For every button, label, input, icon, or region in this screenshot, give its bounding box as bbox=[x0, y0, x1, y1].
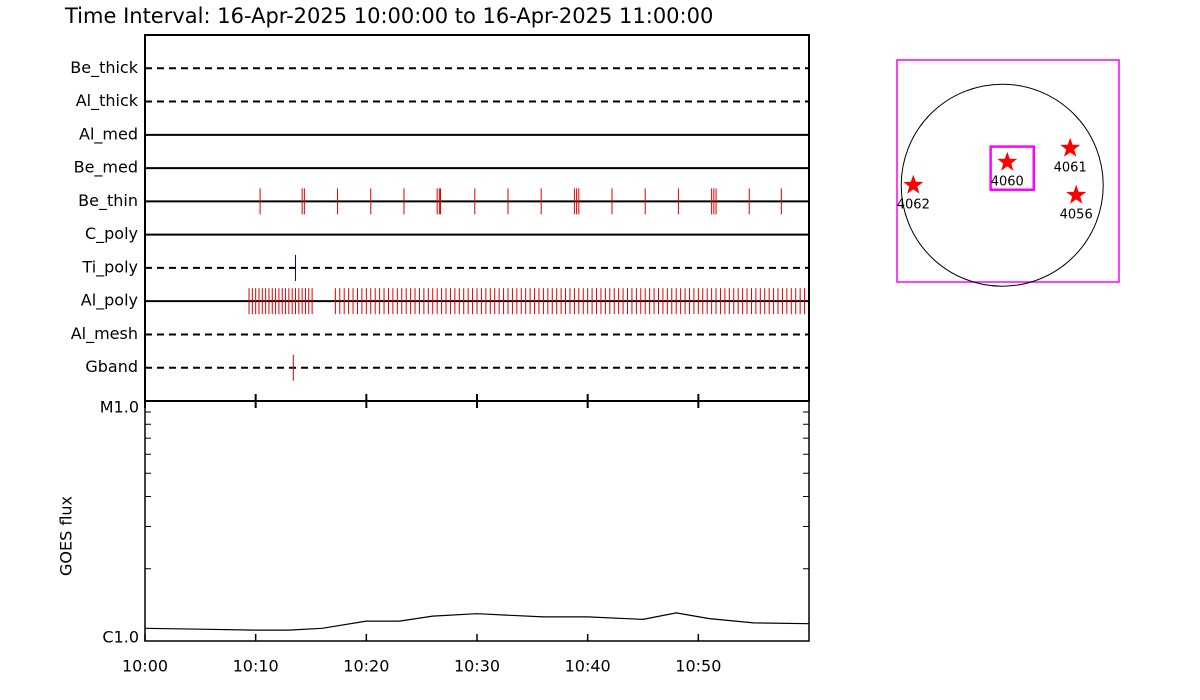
y-tick-label: M1.0 bbox=[100, 398, 139, 417]
solar-limb bbox=[900, 83, 1104, 287]
x-tick-label: 10:10 bbox=[233, 657, 279, 676]
row-label: C_poly bbox=[85, 224, 138, 244]
y-tick-label: C1.0 bbox=[102, 628, 139, 647]
active-region-label: 4062 bbox=[897, 198, 930, 213]
chart-title: Time Interval: 16-Apr-2025 10:00:00 to 1… bbox=[64, 4, 713, 28]
y-axis-label: GOES flux bbox=[57, 496, 76, 576]
active-region-label: 4061 bbox=[1054, 161, 1087, 176]
active-region-marker bbox=[903, 174, 924, 194]
field-of-view bbox=[989, 145, 1036, 191]
row-label: Gband bbox=[85, 357, 138, 376]
active-region-marker bbox=[1060, 137, 1081, 157]
active-region-label: 4060 bbox=[991, 175, 1024, 190]
x-tick-label: 10:00 bbox=[122, 657, 168, 676]
panel-frame bbox=[144, 34, 810, 402]
row-label: Be_thick bbox=[70, 58, 138, 78]
row-label: Al_med bbox=[79, 124, 138, 144]
x-tick-label: 10:30 bbox=[454, 657, 500, 676]
active-region-label: 4056 bbox=[1060, 208, 1093, 223]
active-region-marker bbox=[997, 151, 1018, 171]
row-label: Ti_poly bbox=[81, 257, 138, 277]
x-tick-label: 10:50 bbox=[675, 657, 721, 676]
row-label: Al_mesh bbox=[71, 324, 138, 344]
x-tick-label: 10:20 bbox=[343, 657, 389, 676]
panel-frame bbox=[144, 400, 810, 642]
row-label: Al_poly bbox=[81, 291, 138, 311]
row-label: Al_thick bbox=[76, 91, 139, 111]
goes-line bbox=[144, 612, 810, 631]
x-tick-label: 10:40 bbox=[565, 657, 611, 676]
active-region-marker bbox=[1066, 184, 1087, 204]
row-label: Be_med bbox=[74, 158, 138, 178]
row-label: Be_thin bbox=[78, 191, 138, 211]
map-frame bbox=[896, 59, 1120, 283]
